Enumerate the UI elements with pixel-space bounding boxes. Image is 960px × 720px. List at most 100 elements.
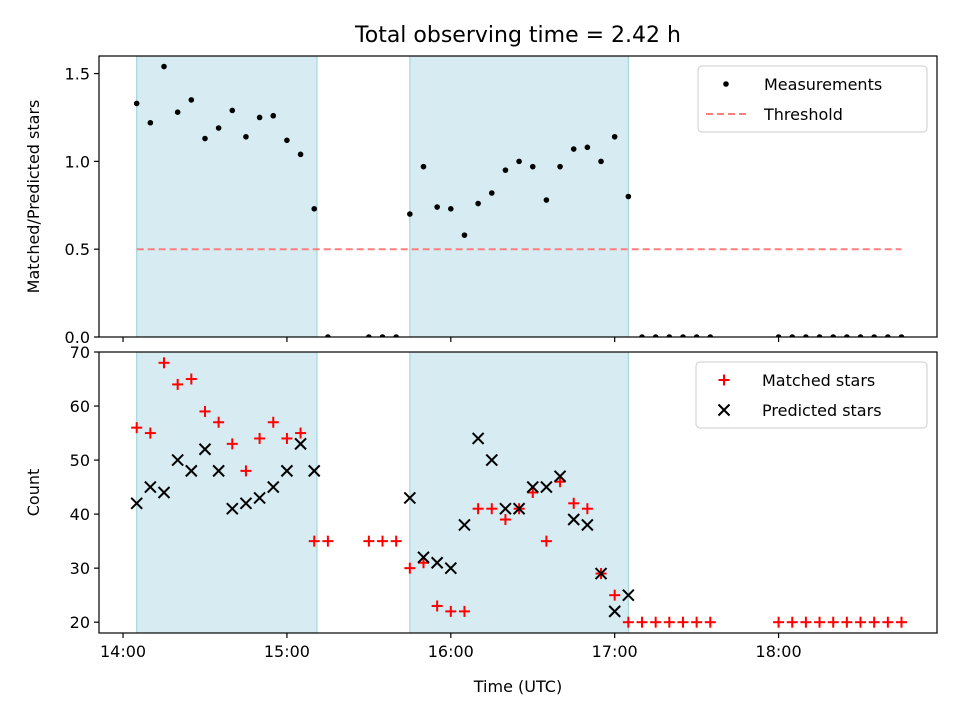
measurements-point <box>407 211 413 217</box>
measurements-point <box>625 193 632 200</box>
marker-stroke <box>226 502 239 515</box>
x-tick-label: 15:00 <box>264 642 310 661</box>
matched-stars-point <box>636 616 648 628</box>
matched-stars-point <box>363 535 375 547</box>
marker-stroke <box>499 502 512 515</box>
marker-stroke <box>485 453 498 467</box>
matched-stars-point <box>581 503 593 515</box>
x-tick-label: 14:00 <box>100 642 146 661</box>
marker-stroke <box>280 464 294 478</box>
marker-stroke <box>567 513 580 526</box>
measurements-point <box>789 334 796 337</box>
legend-label: Threshold <box>763 105 843 124</box>
y-tick-label: 1.0 <box>65 152 90 171</box>
matched-stars-point <box>172 378 184 390</box>
marker-stroke <box>403 491 417 505</box>
predicted-stars-point <box>567 513 580 526</box>
predicted-stars-point <box>144 480 157 494</box>
plot-area <box>133 56 905 337</box>
axes-frame <box>98 351 938 634</box>
matched-stars-point <box>663 616 675 628</box>
y-axis-label: Matched/Predicted stars <box>24 100 43 294</box>
matched-stars-point <box>472 503 484 515</box>
legend-label: Predicted stars <box>762 401 882 420</box>
predicted-stars-point <box>171 453 184 467</box>
measurements-point <box>147 119 154 126</box>
matched-stars-point <box>390 535 402 547</box>
matched-stars-point <box>240 465 252 477</box>
marker-stroke <box>540 480 553 494</box>
measurements-point <box>857 334 864 337</box>
predicted-stars-point <box>417 551 430 564</box>
matched-stars-point <box>499 514 511 526</box>
plot-area <box>130 352 907 633</box>
marker-stroke <box>212 464 225 478</box>
measurements-point <box>311 205 318 212</box>
matched-stars-point <box>800 616 812 628</box>
measurements-point <box>420 163 427 170</box>
measurements-point <box>297 151 304 158</box>
predicted-stars-point <box>553 470 567 483</box>
predicted-stars-point <box>594 567 608 580</box>
matched-stars-point <box>691 616 703 628</box>
y-tick-label: 0.5 <box>65 240 90 259</box>
legend-swatch <box>723 81 729 87</box>
y-tick-label: 60 <box>70 397 90 416</box>
y-tick-label: 1.5 <box>65 65 90 84</box>
predicted-stars-point <box>540 480 553 494</box>
legend-label: Matched stars <box>762 371 875 390</box>
marker-stroke <box>622 588 635 602</box>
marker-stroke <box>594 567 608 580</box>
matched-stars-point <box>254 432 266 444</box>
measurements-point <box>570 146 577 152</box>
matched-stars-point <box>814 616 826 628</box>
y-tick-label: 40 <box>70 505 90 524</box>
measurements-point <box>434 204 440 210</box>
legend-label: Measurements <box>764 75 882 94</box>
measurements-point <box>243 133 249 140</box>
predicted-stars-point <box>403 491 417 505</box>
predicted-stars-point <box>526 480 539 494</box>
marker-stroke <box>294 437 307 451</box>
measurements-point <box>775 334 782 337</box>
measurements-point <box>516 158 522 165</box>
marker-stroke <box>471 432 485 445</box>
predicted-stars-point <box>512 502 526 515</box>
marker-stroke <box>308 464 321 478</box>
marker-stroke <box>185 464 198 478</box>
predicted-stars-point <box>581 518 594 532</box>
observing-window-1 <box>136 56 318 337</box>
measurements-point <box>543 197 550 203</box>
matched-stars-point <box>486 503 498 515</box>
predicted-stars-point <box>294 437 307 451</box>
measurements-point <box>885 334 891 337</box>
predicted-stars-point <box>267 480 280 494</box>
matched-stars-point <box>445 605 457 617</box>
panel-counts: 14:00 15:00 16:00 17:00 18:00 20 30 40 50 60 70 Cou… <box>24 343 938 696</box>
observing-window-2 <box>409 352 629 633</box>
matched-stars-point <box>308 535 320 547</box>
measurements-point <box>475 200 481 207</box>
x-tick-label: 16:00 <box>428 642 474 661</box>
measurements-point <box>816 334 823 337</box>
observing-window-1 <box>136 352 318 633</box>
measurements-point <box>488 190 495 196</box>
predicted-stars-point <box>212 464 225 478</box>
measurements-point <box>325 334 331 337</box>
predicted-stars-point <box>198 443 212 456</box>
marker-stroke <box>717 403 731 417</box>
matched-stars-point <box>527 487 539 498</box>
legend: Measurements Threshold <box>697 65 928 133</box>
matched-stars-point <box>540 535 552 547</box>
y-axis-label: Count <box>24 469 43 517</box>
predicted-stars-point <box>499 502 512 515</box>
matched-stars-point <box>144 427 156 439</box>
matched-stars-point <box>458 605 470 617</box>
measurements-point <box>693 334 700 337</box>
marker-stroke <box>526 480 539 494</box>
predicted-stars-point <box>444 561 458 575</box>
matched-stars-point <box>650 616 662 628</box>
predicted-stars-point <box>430 556 444 569</box>
matched-stars-point <box>267 416 279 428</box>
